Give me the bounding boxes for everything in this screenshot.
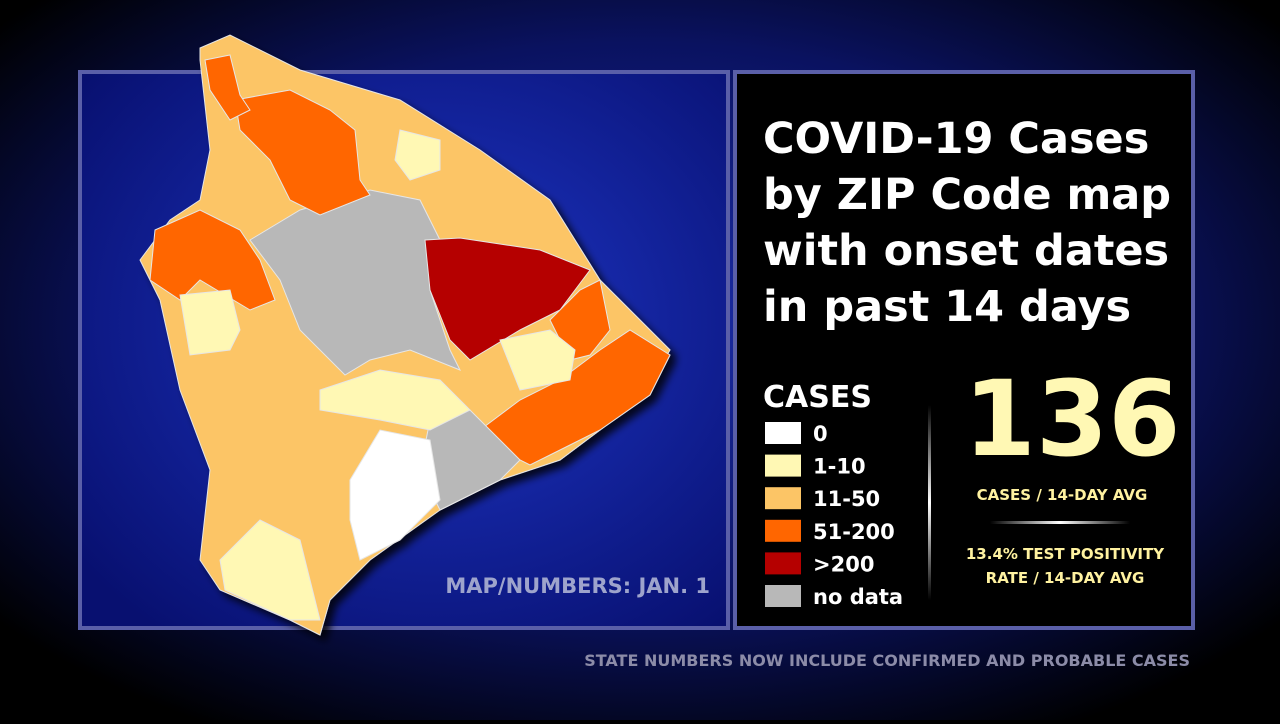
- credit: MAP/NUMBERS: JAN. 1: [445, 574, 710, 598]
- zip-region: [149, 209, 276, 311]
- divider: [990, 521, 1130, 524]
- legend-label: 1-10: [813, 455, 866, 479]
- zip-region: [204, 54, 251, 121]
- legend-label: >200: [813, 552, 874, 576]
- legend-label: 0: [813, 422, 828, 446]
- footer-note: STATE NUMBERS NOW INCLUDE CONFIRMED AND …: [584, 651, 1190, 670]
- divider: [928, 405, 931, 600]
- legend-title: CASES: [763, 380, 872, 415]
- title-line: COVID-19 Cases: [763, 114, 1149, 164]
- legend: 0 1-10 11-50 51-200 >200 no data: [765, 422, 903, 609]
- zip-region: [179, 289, 241, 356]
- positivity: 13.4% TEST POSITIVITY: [966, 545, 1165, 563]
- zip-region: [234, 89, 371, 216]
- zip-region: [349, 429, 441, 561]
- info-panel: [733, 70, 1195, 630]
- legend-swatch: [765, 552, 801, 575]
- legend-swatch: [765, 519, 801, 542]
- stat-value: 136: [963, 358, 1180, 480]
- positivity: RATE / 14-DAY AVG: [986, 569, 1145, 587]
- map: [139, 34, 671, 636]
- legend-label: no data: [813, 585, 903, 609]
- legend-swatch: [765, 487, 801, 510]
- title-line: in past 14 days: [763, 282, 1131, 332]
- legend-label: 11-50: [813, 487, 880, 511]
- zip-region: [249, 189, 462, 376]
- legend-swatch: [765, 585, 801, 607]
- zip-region: [394, 129, 441, 181]
- legend-swatch: [765, 422, 801, 444]
- legend-swatch: [765, 454, 801, 477]
- title: COVID-19 Cases by ZIP Code map with onset …: [763, 114, 1171, 332]
- legend-label: 51-200: [813, 520, 895, 544]
- zip-region: [219, 519, 321, 621]
- title-line: by ZIP Code map: [763, 170, 1171, 220]
- zip-region: [319, 369, 471, 431]
- stat-label: CASES / 14-DAY AVG: [977, 486, 1148, 504]
- title-line: with onset dates: [763, 226, 1169, 276]
- zip-region: [424, 237, 591, 361]
- zip-region: [499, 329, 576, 391]
